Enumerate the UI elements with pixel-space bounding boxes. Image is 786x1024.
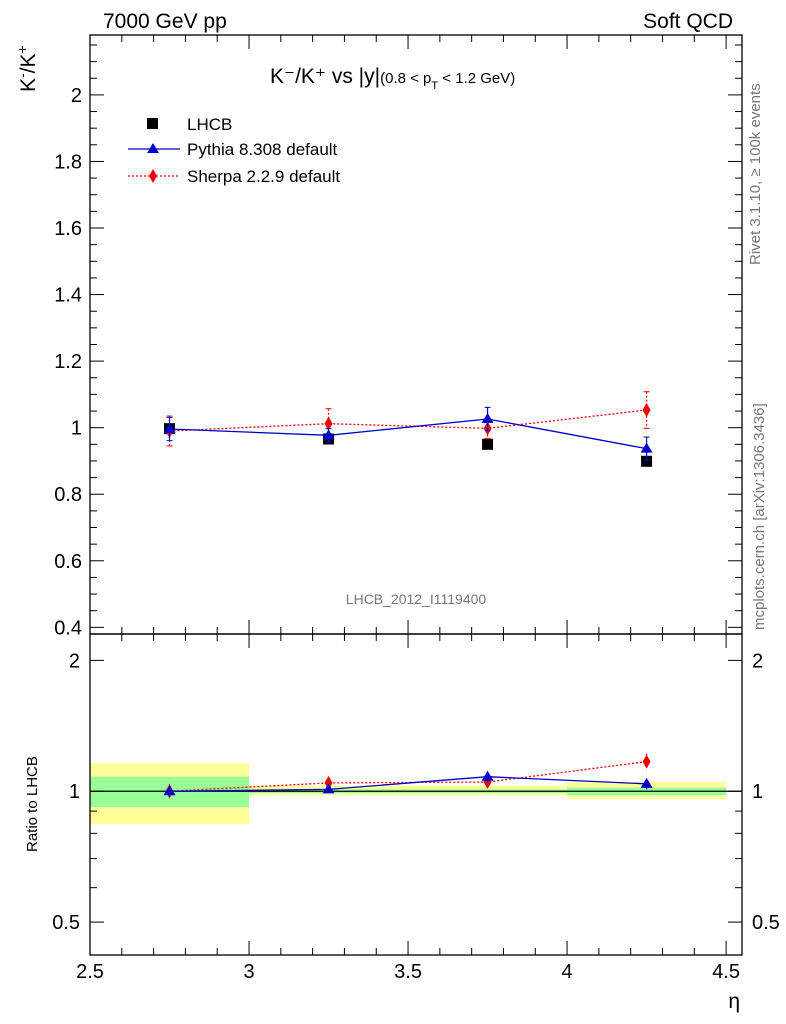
ratio-point-triangle [322,783,335,794]
legend-label-lhcb: LHCB [187,115,232,134]
y-tick-label: 0.4 [54,617,82,639]
legend-label-sherpa: Sherpa 2.2.9 default [187,167,340,186]
x-tick-label: 3 [243,961,254,983]
data-point-square [641,455,653,467]
x-axis-label: η [728,990,740,1013]
y-tick-label: 1.6 [54,218,82,240]
ratio-point-diamond [642,754,651,769]
y-axis-label: K-/K+ [14,45,40,92]
ratio-y-tick-label: 0.5 [52,912,80,934]
ratio-point-diamond [324,775,333,790]
y-tick-label: 2 [71,85,82,107]
main-panel: 0.4 0.6 0.8 1 1.2 1.4 1.6 1.8 2 [54,34,743,639]
data-point-triangle [163,423,176,434]
data-point-triangle [640,442,653,453]
y-tick-label: 1.2 [54,351,82,373]
series-line-2 [169,409,647,432]
header-right: Soft QCD [643,10,733,33]
data-point-diamond [324,416,333,431]
x-tick-label: 3.5 [394,961,422,983]
chart-title: K⁻/K⁺ vs |y|(0.8 < pT < 1.2 GeV) [270,65,515,92]
legend-marker-pythia [147,143,159,153]
x-tick-label: 2.5 [76,961,104,983]
data-point-triangle [322,429,335,440]
ratio-line-0 [169,776,647,792]
mcplots-label: mcplots.cern.ch [arXiv:1306.3436] [751,403,768,630]
ratio-point-triangle [163,785,176,796]
legend-marker-sherpa [149,169,157,183]
ratio-point-triangle [481,770,494,781]
analysis-watermark: LHCB_2012_I1119400 [346,591,487,607]
ratio-point-triangle [640,777,653,788]
ratio-y-tick-label-right: 0.5 [752,912,780,934]
header-left: 7000 GeV pp [103,10,227,33]
x-tick-label: 4 [562,961,573,983]
data-point-triangle [481,413,494,424]
legend-marker-lhcb [147,118,158,129]
ratio-y-tick-label: 2 [69,650,80,672]
data-point-square [482,438,494,450]
ratio-y-tick-label-right: 2 [752,650,763,672]
y-tick-label: 0.8 [54,484,82,506]
legend: LHCB Pythia 8.308 default Sherpa 2.2.9 d… [128,115,340,186]
ratio-y-tick-label: 1 [69,781,80,803]
ratio-frame [89,633,743,956]
y-tick-label: 1 [71,418,82,440]
x-tick-label: 4.5 [712,961,740,983]
y-tick-label: 1.4 [54,285,82,307]
series-line-1 [169,418,647,450]
y-tick-label: 1.8 [54,151,82,173]
legend-label-pythia: Pythia 8.308 default [187,140,338,159]
data-point-diamond [642,403,651,418]
ratio-y-label: Ratio to LHCB [24,756,41,852]
y-tick-label: 0.6 [54,551,82,573]
rivet-label: Rivet 3.1.10, ≥ 100k events [747,83,764,265]
ratio-y-tick-label-right: 1 [752,781,763,803]
ratio-panel: 2.5 3 3.5 4 4.5 0.5 0.5 1 1 2 2 [52,633,780,983]
